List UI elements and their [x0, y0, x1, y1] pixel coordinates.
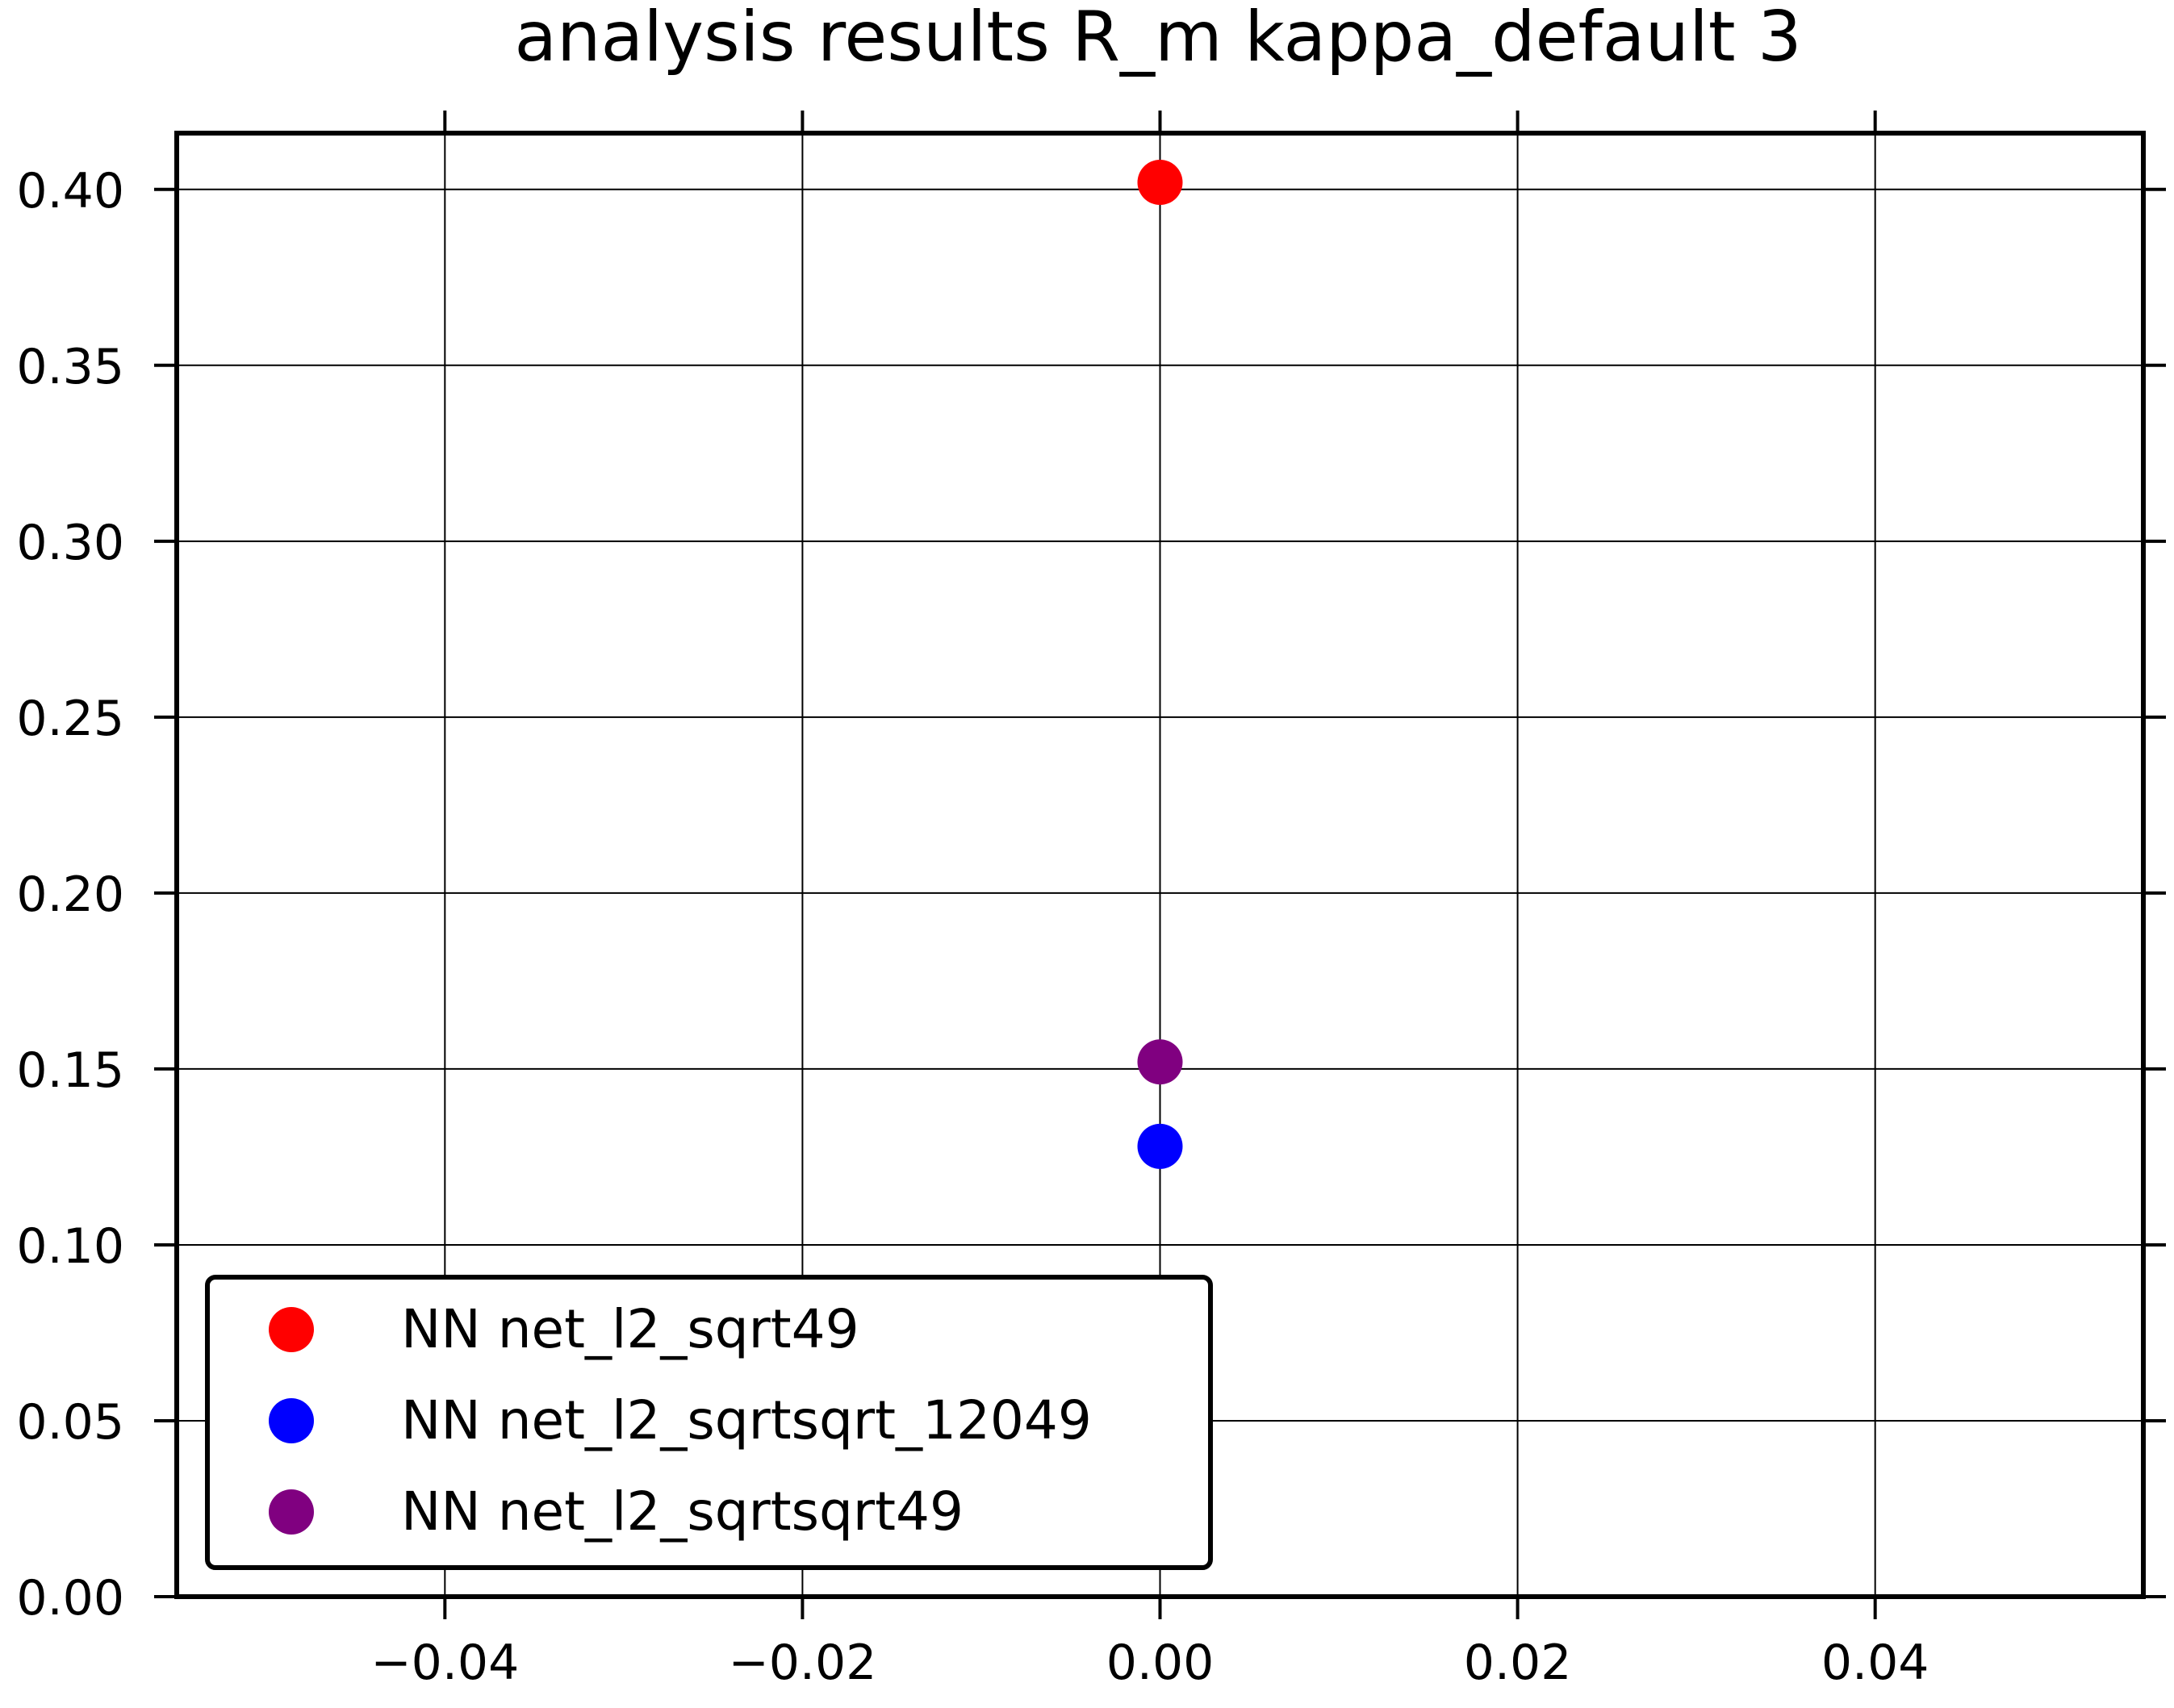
- x-tick-label: 0.00: [1106, 1635, 1215, 1691]
- y-tick-label: 0.40: [16, 163, 124, 219]
- legend-label: NN net_l2_sqrt49: [401, 1298, 859, 1360]
- data-points: [1137, 160, 1183, 1169]
- legend-label: NN net_l2_sqrtsqrt49: [401, 1480, 964, 1543]
- legend-marker: [269, 1489, 314, 1535]
- y-tick-label: 0.15: [16, 1042, 124, 1099]
- data-point: [1137, 1123, 1183, 1169]
- data-point: [1137, 160, 1183, 206]
- x-tick-labels: −0.04 −0.02 0.00 0.02 0.04: [370, 1635, 1929, 1691]
- y-tick-label: 0.00: [16, 1570, 124, 1627]
- data-point: [1137, 1039, 1183, 1085]
- y-tick-labels: 0.00 0.05 0.10 0.15 0.20 0.25 0.30 0.35 0.40: [16, 163, 124, 1627]
- plot-frame: [174, 131, 2146, 1599]
- y-tick-label: 0.30: [16, 515, 124, 571]
- x-tick-label: −0.02: [728, 1635, 876, 1691]
- y-tick-label: 0.10: [16, 1218, 124, 1275]
- axis-ticks: [154, 111, 2166, 1619]
- legend: NN net_l2_sqrt49 NN net_l2_sqrtsqrt_12049…: [205, 1275, 1213, 1570]
- x-tick-label: 0.02: [1464, 1635, 1572, 1691]
- x-tick-label: −0.04: [370, 1635, 519, 1691]
- y-tick-label: 0.35: [16, 339, 124, 395]
- legend-box: [205, 1275, 1213, 1570]
- chart-title: analysis results R_m kappa_default 3: [514, 0, 1801, 77]
- x-tick-label: 0.04: [1821, 1635, 1929, 1691]
- y-tick-label: 0.20: [16, 867, 124, 923]
- legend-marker: [269, 1398, 314, 1443]
- y-tick-label: 0.25: [16, 691, 124, 747]
- y-tick-label: 0.05: [16, 1394, 124, 1451]
- legend-label: NN net_l2_sqrtsqrt_12049: [401, 1389, 1092, 1451]
- legend-marker: [269, 1307, 314, 1352]
